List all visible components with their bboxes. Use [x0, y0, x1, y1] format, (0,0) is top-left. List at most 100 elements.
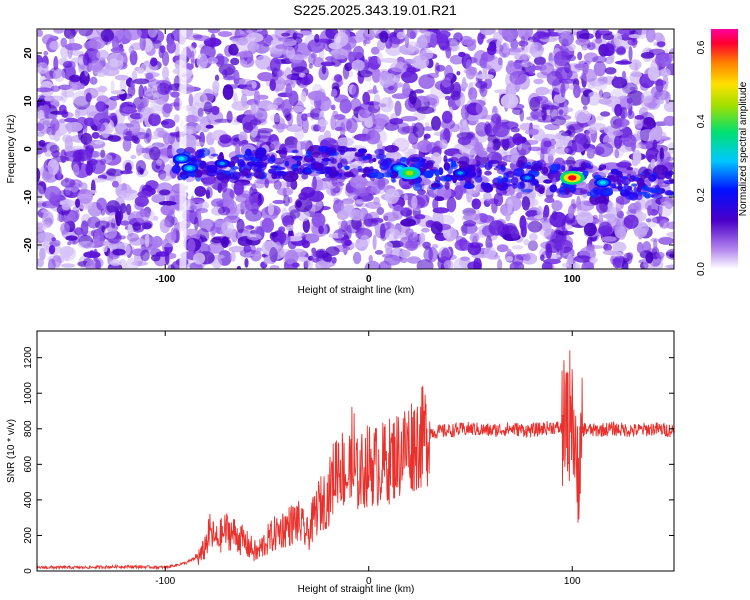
track-blob — [380, 159, 388, 167]
noise-blob — [67, 43, 73, 59]
track-blob — [429, 166, 438, 171]
noise-blob — [498, 29, 511, 37]
noise-blob — [115, 210, 122, 227]
noise-blob — [499, 44, 504, 52]
y-tick-label: -20 — [23, 237, 34, 252]
noise-blob — [486, 242, 494, 249]
noise-blob — [298, 192, 309, 201]
noise-blob — [377, 52, 383, 65]
noise-blob — [169, 102, 182, 107]
noise-blob — [665, 156, 674, 162]
noise-blob — [589, 257, 598, 263]
noise-blob — [211, 219, 230, 228]
noise-blob — [452, 81, 462, 98]
track-blob — [319, 170, 325, 175]
noise-blob — [634, 201, 642, 211]
y-tick-label: 1200 — [23, 346, 34, 369]
track-blob — [372, 157, 377, 163]
noise-blob — [528, 69, 535, 75]
noise-blob — [650, 158, 656, 169]
noise-blob — [659, 219, 670, 229]
noise-blob — [418, 74, 435, 89]
noise-blob — [663, 115, 674, 127]
noise-blob — [402, 82, 411, 97]
noise-blob — [634, 115, 645, 120]
noise-blob — [41, 63, 48, 69]
noise-blob — [185, 128, 193, 135]
track-blob — [313, 162, 324, 169]
noise-blob — [62, 61, 73, 68]
noise-blob — [37, 257, 44, 268]
noise-blob — [162, 51, 170, 67]
track-blob — [629, 178, 635, 182]
noise-blob — [246, 29, 259, 34]
noise-blob — [325, 56, 335, 62]
noise-blob — [485, 57, 503, 73]
noise-blob — [235, 193, 253, 203]
noise-blob — [120, 170, 133, 175]
noise-blob — [592, 214, 598, 220]
track-blob — [531, 180, 539, 186]
noise-blob — [652, 139, 658, 150]
noise-blob — [122, 189, 137, 194]
noise-blob — [249, 119, 262, 126]
noise-blob — [129, 50, 138, 66]
x-tick-label: 100 — [564, 274, 581, 285]
y-tick-label: 200 — [23, 527, 34, 544]
noise-blob — [43, 165, 54, 180]
noise-blob — [270, 113, 283, 123]
track-blob — [289, 171, 295, 180]
noise-blob — [364, 115, 374, 128]
noise-blob — [463, 212, 481, 221]
noise-blob — [150, 57, 158, 67]
noise-blob — [302, 218, 310, 233]
noise-blob — [211, 237, 223, 244]
noise-blob — [44, 185, 62, 201]
track-blob — [482, 182, 493, 190]
track-blob — [648, 187, 657, 193]
noise-blob — [274, 70, 285, 77]
noise-blob — [481, 225, 496, 237]
noise-blob — [560, 82, 566, 98]
noise-blob — [613, 33, 623, 47]
y-tick-label: 0 — [23, 568, 34, 574]
noise-blob — [233, 69, 240, 86]
track-blob — [580, 161, 587, 171]
noise-blob — [653, 238, 658, 252]
noise-blob — [285, 46, 296, 59]
noise-blob — [300, 91, 307, 103]
noise-blob — [307, 39, 325, 54]
track-blob — [338, 173, 343, 178]
noise-blob — [61, 109, 69, 118]
noise-blob — [205, 186, 213, 199]
noise-blob — [195, 123, 205, 133]
noise-blob — [194, 186, 207, 197]
noise-blob — [431, 244, 439, 249]
noise-blob — [459, 145, 477, 156]
noise-blob — [339, 122, 346, 138]
snr-x-label: Height of straight line (km) — [298, 584, 415, 595]
noise-blob — [581, 260, 594, 269]
noise-blob — [48, 245, 56, 255]
noise-blob — [502, 151, 521, 156]
noise-blob — [585, 127, 598, 142]
noise-blob — [249, 186, 254, 198]
noise-blob — [597, 76, 608, 85]
noise-blob — [430, 33, 437, 48]
noise-blob — [37, 29, 43, 37]
noise-blob — [151, 193, 166, 204]
track-blob — [451, 163, 458, 170]
track-blob — [443, 176, 452, 182]
track-blob — [501, 183, 513, 187]
noise-blob — [284, 66, 292, 81]
track-blob — [501, 176, 509, 184]
noise-blob — [196, 208, 208, 214]
track-blob — [474, 175, 483, 183]
noise-blob — [342, 205, 356, 217]
noise-blob — [532, 124, 540, 129]
noise-blob — [398, 249, 411, 258]
noise-blob — [281, 207, 288, 216]
noise-blob — [651, 258, 664, 269]
